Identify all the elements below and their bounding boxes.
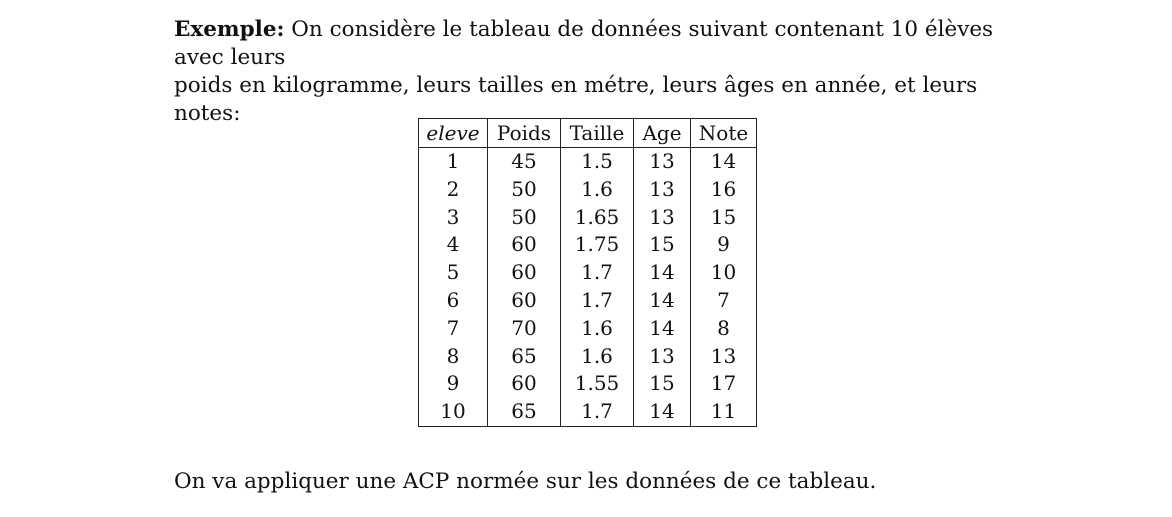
table-cell: 60 xyxy=(487,231,561,260)
table-cell: 65 xyxy=(487,342,561,371)
table-cell: 13 xyxy=(633,147,691,176)
table-row: 7 70 1.6 14 8 xyxy=(418,314,757,343)
table-cell: 45 xyxy=(487,147,561,176)
table-cell: 4 xyxy=(418,231,488,260)
table-cell: 1.6 xyxy=(560,314,634,343)
table-cell: 11 xyxy=(690,398,757,427)
table-row: 5 60 1.7 14 10 xyxy=(418,259,757,287)
table-cell: 1.7 xyxy=(560,286,634,315)
table-row: 2 50 1.6 13 16 xyxy=(418,175,757,204)
table-row: 6 60 1.7 14 7 xyxy=(418,286,757,315)
table-cell: 9 xyxy=(418,370,488,399)
table-cell: 8 xyxy=(690,314,757,343)
table-cell: 1.5 xyxy=(560,147,634,176)
table-cell: 15 xyxy=(690,203,757,232)
table-cell: 5 xyxy=(418,259,488,287)
table-cell: 14 xyxy=(633,398,691,427)
header-taille: Taille xyxy=(560,118,634,148)
table-cell: 17 xyxy=(690,370,757,399)
table-cell: 13 xyxy=(633,175,691,204)
table-cell: 13 xyxy=(690,342,757,371)
header-note: Note xyxy=(690,118,757,148)
table-cell: 14 xyxy=(633,314,691,343)
table-cell: 15 xyxy=(633,370,691,399)
table-cell: 1 xyxy=(418,147,488,176)
table-cell: 7 xyxy=(690,286,757,315)
table-header-row: eleve Poids Taille Age Note xyxy=(418,118,757,148)
table-cell: 13 xyxy=(633,203,691,232)
table-cell: 1.7 xyxy=(560,398,634,427)
intro-line-2: poids en kilogramme, leurs tailles en mé… xyxy=(174,73,978,126)
table-cell: 1.6 xyxy=(560,342,634,371)
table-row: 1 45 1.5 13 14 xyxy=(418,147,757,176)
example-label: Exemple: xyxy=(174,17,285,42)
table-row: 8 65 1.6 13 13 xyxy=(418,342,757,371)
intro-paragraph: Exemple: On considère le tableau de donn… xyxy=(174,16,1014,128)
table-cell: 8 xyxy=(418,342,488,371)
header-age: Age xyxy=(633,118,691,148)
table-row: 10 65 1.7 14 11 xyxy=(418,398,757,427)
table-cell: 60 xyxy=(487,370,561,399)
table-cell: 60 xyxy=(487,259,561,287)
table-cell: 13 xyxy=(633,342,691,371)
table-cell: 6 xyxy=(418,286,488,315)
table-cell: 14 xyxy=(633,286,691,315)
table-row: 4 60 1.75 15 9 xyxy=(418,231,757,260)
table-cell: 7 xyxy=(418,314,488,343)
header-eleve: eleve xyxy=(418,118,488,148)
table-cell: 9 xyxy=(690,231,757,260)
table-cell: 60 xyxy=(487,286,561,315)
table-cell: 50 xyxy=(487,203,561,232)
table-cell: 65 xyxy=(487,398,561,427)
students-table: eleve Poids Taille Age Note 1 45 1.5 13 14 2 5… xyxy=(418,118,757,427)
data-table-wrapper: eleve Poids Taille Age Note 1 45 1.5 13 14 2 5… xyxy=(418,118,757,427)
table-row: 3 50 1.65 13 15 xyxy=(418,203,757,232)
table-row: 9 60 1.55 15 17 xyxy=(418,370,757,399)
table-cell: 50 xyxy=(487,175,561,204)
table-cell: 16 xyxy=(690,175,757,204)
table-cell: 10 xyxy=(690,259,757,287)
table-cell: 1.7 xyxy=(560,259,634,287)
table-cell: 10 xyxy=(418,398,488,427)
outro-paragraph: On va appliquer une ACP normée sur les d… xyxy=(174,469,877,494)
table-cell: 14 xyxy=(633,259,691,287)
header-poids: Poids xyxy=(487,118,561,148)
intro-line-1: On considère le tableau de données suiva… xyxy=(174,17,994,70)
table-cell: 1.55 xyxy=(560,370,634,399)
table-cell: 3 xyxy=(418,203,488,232)
table-cell: 1.6 xyxy=(560,175,634,204)
table-cell: 70 xyxy=(487,314,561,343)
table-cell: 1.65 xyxy=(560,203,634,232)
table-body: 1 45 1.5 13 14 2 50 1.6 13 16 3 50 1.65 13 15 4 60 1.75 15… xyxy=(418,147,757,427)
table-cell: 14 xyxy=(690,147,757,176)
table-cell: 15 xyxy=(633,231,691,260)
table-cell: 1.75 xyxy=(560,231,634,260)
table-cell: 2 xyxy=(418,175,488,204)
